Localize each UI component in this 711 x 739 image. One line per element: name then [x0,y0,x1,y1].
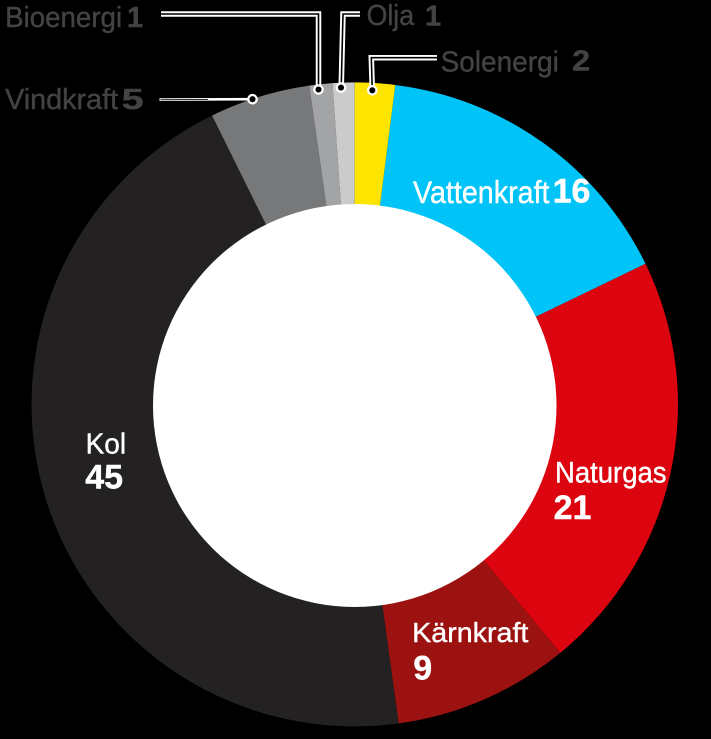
svg-text:9: 9 [413,650,432,688]
svg-text:1: 1 [127,2,143,34]
svg-text:Vattenkraft: Vattenkraft [413,174,550,210]
svg-text:5: 5 [122,84,144,116]
svg-text:16: 16 [553,172,591,210]
svg-text:Kärnkraft: Kärnkraft [412,617,528,648]
svg-text:Bioenergi: Bioenergi [5,2,122,34]
svg-text:1: 1 [425,1,441,33]
svg-text:45: 45 [85,458,123,496]
svg-text:Vindkraft: Vindkraft [5,84,118,116]
svg-text:2: 2 [572,45,590,77]
svg-text:Naturgas: Naturgas [555,457,667,490]
svg-text:Solenergi: Solenergi [441,47,559,79]
svg-text:Kol: Kol [86,429,127,461]
svg-text:Olja: Olja [367,0,415,32]
svg-text:21: 21 [554,489,592,527]
